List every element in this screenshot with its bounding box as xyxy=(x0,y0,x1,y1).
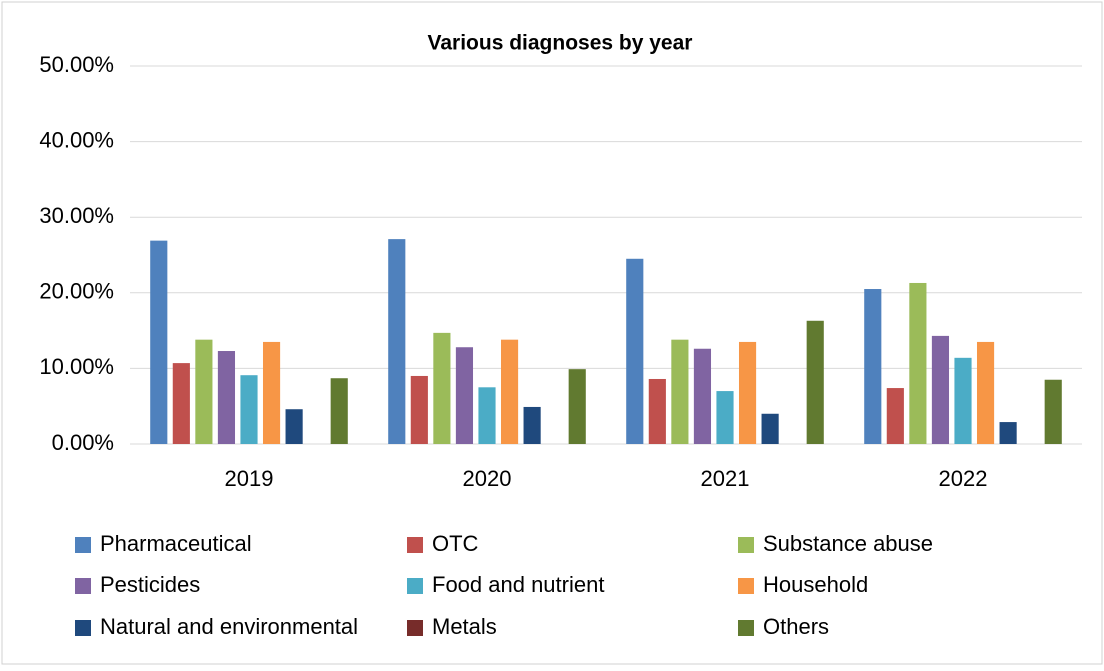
legend-label: Others xyxy=(763,614,829,639)
bar xyxy=(285,409,303,444)
bar xyxy=(455,347,474,444)
bar xyxy=(761,413,779,444)
bar xyxy=(172,363,190,444)
bar xyxy=(195,339,213,444)
legend-swatch xyxy=(75,620,91,636)
y-tick-label: 30.00% xyxy=(39,203,114,228)
x-tick-label: 2022 xyxy=(939,466,988,491)
legend-swatch xyxy=(407,537,423,553)
bar xyxy=(523,406,541,444)
legend-swatch xyxy=(738,620,754,636)
bar xyxy=(330,378,348,444)
x-tick-label: 2021 xyxy=(701,466,750,491)
y-tick-label: 20.00% xyxy=(39,279,114,304)
bar xyxy=(626,258,644,444)
bar xyxy=(931,335,950,444)
legend-label: Household xyxy=(763,572,868,597)
legend-swatch xyxy=(75,578,91,594)
legend-swatch xyxy=(407,578,423,594)
bar xyxy=(886,388,904,444)
y-tick-label: 40.00% xyxy=(39,127,114,152)
chart-title: Various diagnoses by year xyxy=(428,32,693,55)
bar xyxy=(954,357,972,444)
bar xyxy=(806,320,824,444)
bar xyxy=(217,351,236,444)
legend-label: Pharmaceutical xyxy=(100,531,252,556)
bar xyxy=(976,341,995,444)
y-tick-label: 10.00% xyxy=(39,354,114,379)
bar xyxy=(864,289,882,444)
legend-swatch xyxy=(407,620,423,636)
bar xyxy=(999,422,1017,444)
bar xyxy=(240,375,258,444)
legend-label: Food and nutrient xyxy=(432,572,604,597)
bar xyxy=(568,369,586,444)
bar xyxy=(478,387,496,444)
legend-swatch xyxy=(75,537,91,553)
legend-label: Pesticides xyxy=(100,572,200,597)
bar xyxy=(716,391,734,444)
legend-label: Natural and environmental xyxy=(100,614,358,639)
x-tick-label: 2020 xyxy=(463,466,512,491)
bar xyxy=(671,339,689,444)
legend-label: Metals xyxy=(432,614,497,639)
y-tick-label: 50.00% xyxy=(39,52,114,77)
bar xyxy=(909,282,927,444)
bar xyxy=(1044,379,1062,444)
y-tick-label: 0.00% xyxy=(52,430,114,455)
legend-swatch xyxy=(738,537,754,553)
bar xyxy=(738,341,757,444)
bar xyxy=(433,332,451,444)
legend-label: OTC xyxy=(432,531,479,556)
bar xyxy=(150,240,168,444)
bar xyxy=(388,239,406,444)
bar xyxy=(500,339,519,444)
legend-swatch xyxy=(738,578,754,594)
legend-label: Substance abuse xyxy=(763,531,933,556)
bar xyxy=(693,348,712,444)
x-tick-label: 2019 xyxy=(225,466,274,491)
bar xyxy=(410,375,428,444)
bar xyxy=(262,341,281,444)
bar xyxy=(648,378,666,444)
